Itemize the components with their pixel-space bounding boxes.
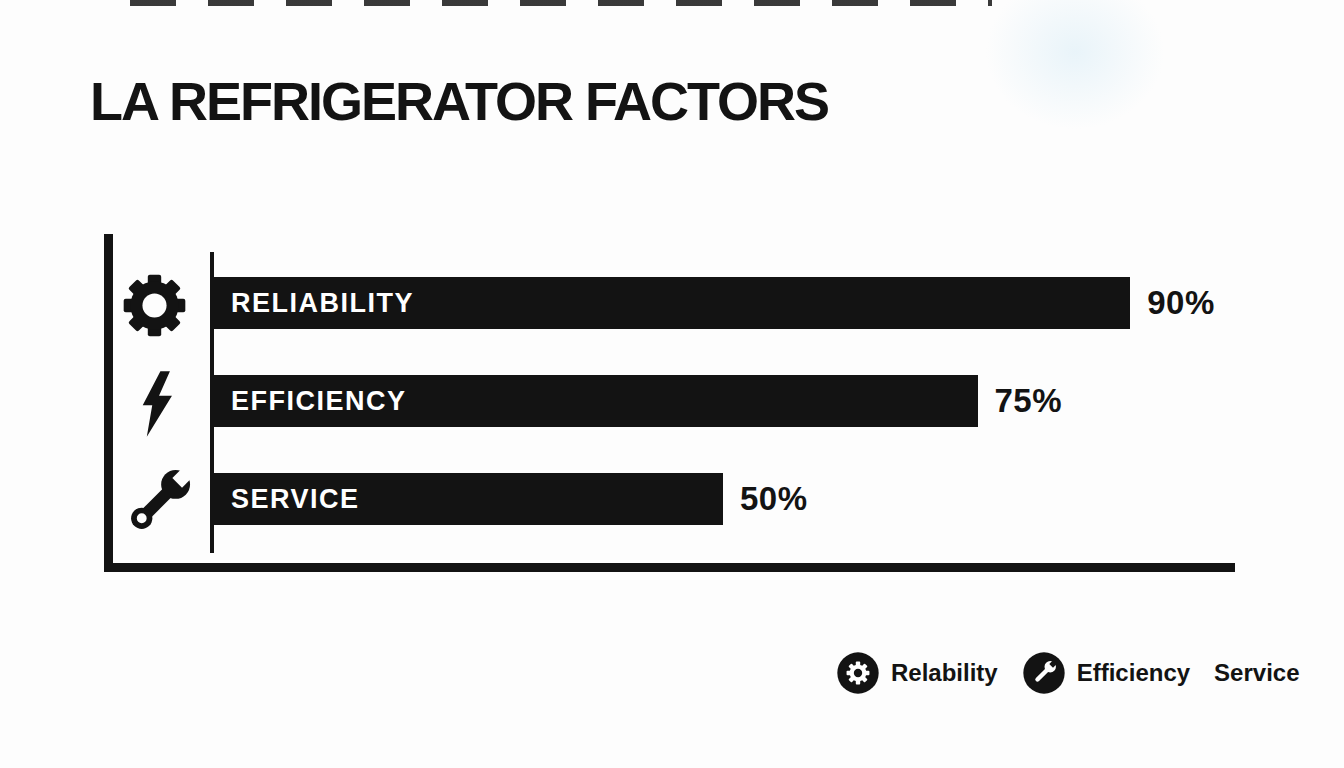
bar-row-reliability: RELIABILITY 90% xyxy=(214,277,1232,329)
value-label: 90% xyxy=(1147,284,1215,322)
wrench-icon xyxy=(122,462,198,538)
gear-circle-icon xyxy=(836,651,880,695)
gear-icon xyxy=(121,272,188,339)
legend-item-service: Service xyxy=(1214,659,1299,687)
wrench-circle-icon xyxy=(1022,651,1066,695)
bar-reliability: RELIABILITY xyxy=(214,277,1130,329)
value-label: 50% xyxy=(740,480,808,518)
legend-item-reliability: Relability xyxy=(836,651,998,695)
bar-service: SERVICE xyxy=(214,473,723,525)
bar-label: EFFICIENCY xyxy=(214,386,407,417)
legend-label: Relability xyxy=(891,659,998,687)
bar-label: SERVICE xyxy=(214,484,360,515)
x-axis-line xyxy=(104,563,1235,572)
y-axis-line xyxy=(104,234,113,571)
background-smudge xyxy=(985,0,1165,130)
cropped-text-remnant xyxy=(130,0,992,6)
legend-label: Efficiency xyxy=(1077,659,1190,687)
bar-label: RELIABILITY xyxy=(214,288,414,319)
bar-row-service: SERVICE 50% xyxy=(214,473,1232,525)
chart-title: LA REFRIGERATOR FACTORS xyxy=(90,70,828,132)
legend-label: Service xyxy=(1214,659,1299,687)
legend: Relability Efficiency Service xyxy=(836,650,1300,696)
bar-efficiency: EFFICIENCY xyxy=(214,375,978,427)
value-label: 75% xyxy=(995,382,1063,420)
lightning-bolt-icon xyxy=(136,370,178,438)
legend-item-efficiency: Efficiency xyxy=(1022,651,1190,695)
bar-row-efficiency: EFFICIENCY 75% xyxy=(214,375,1232,427)
